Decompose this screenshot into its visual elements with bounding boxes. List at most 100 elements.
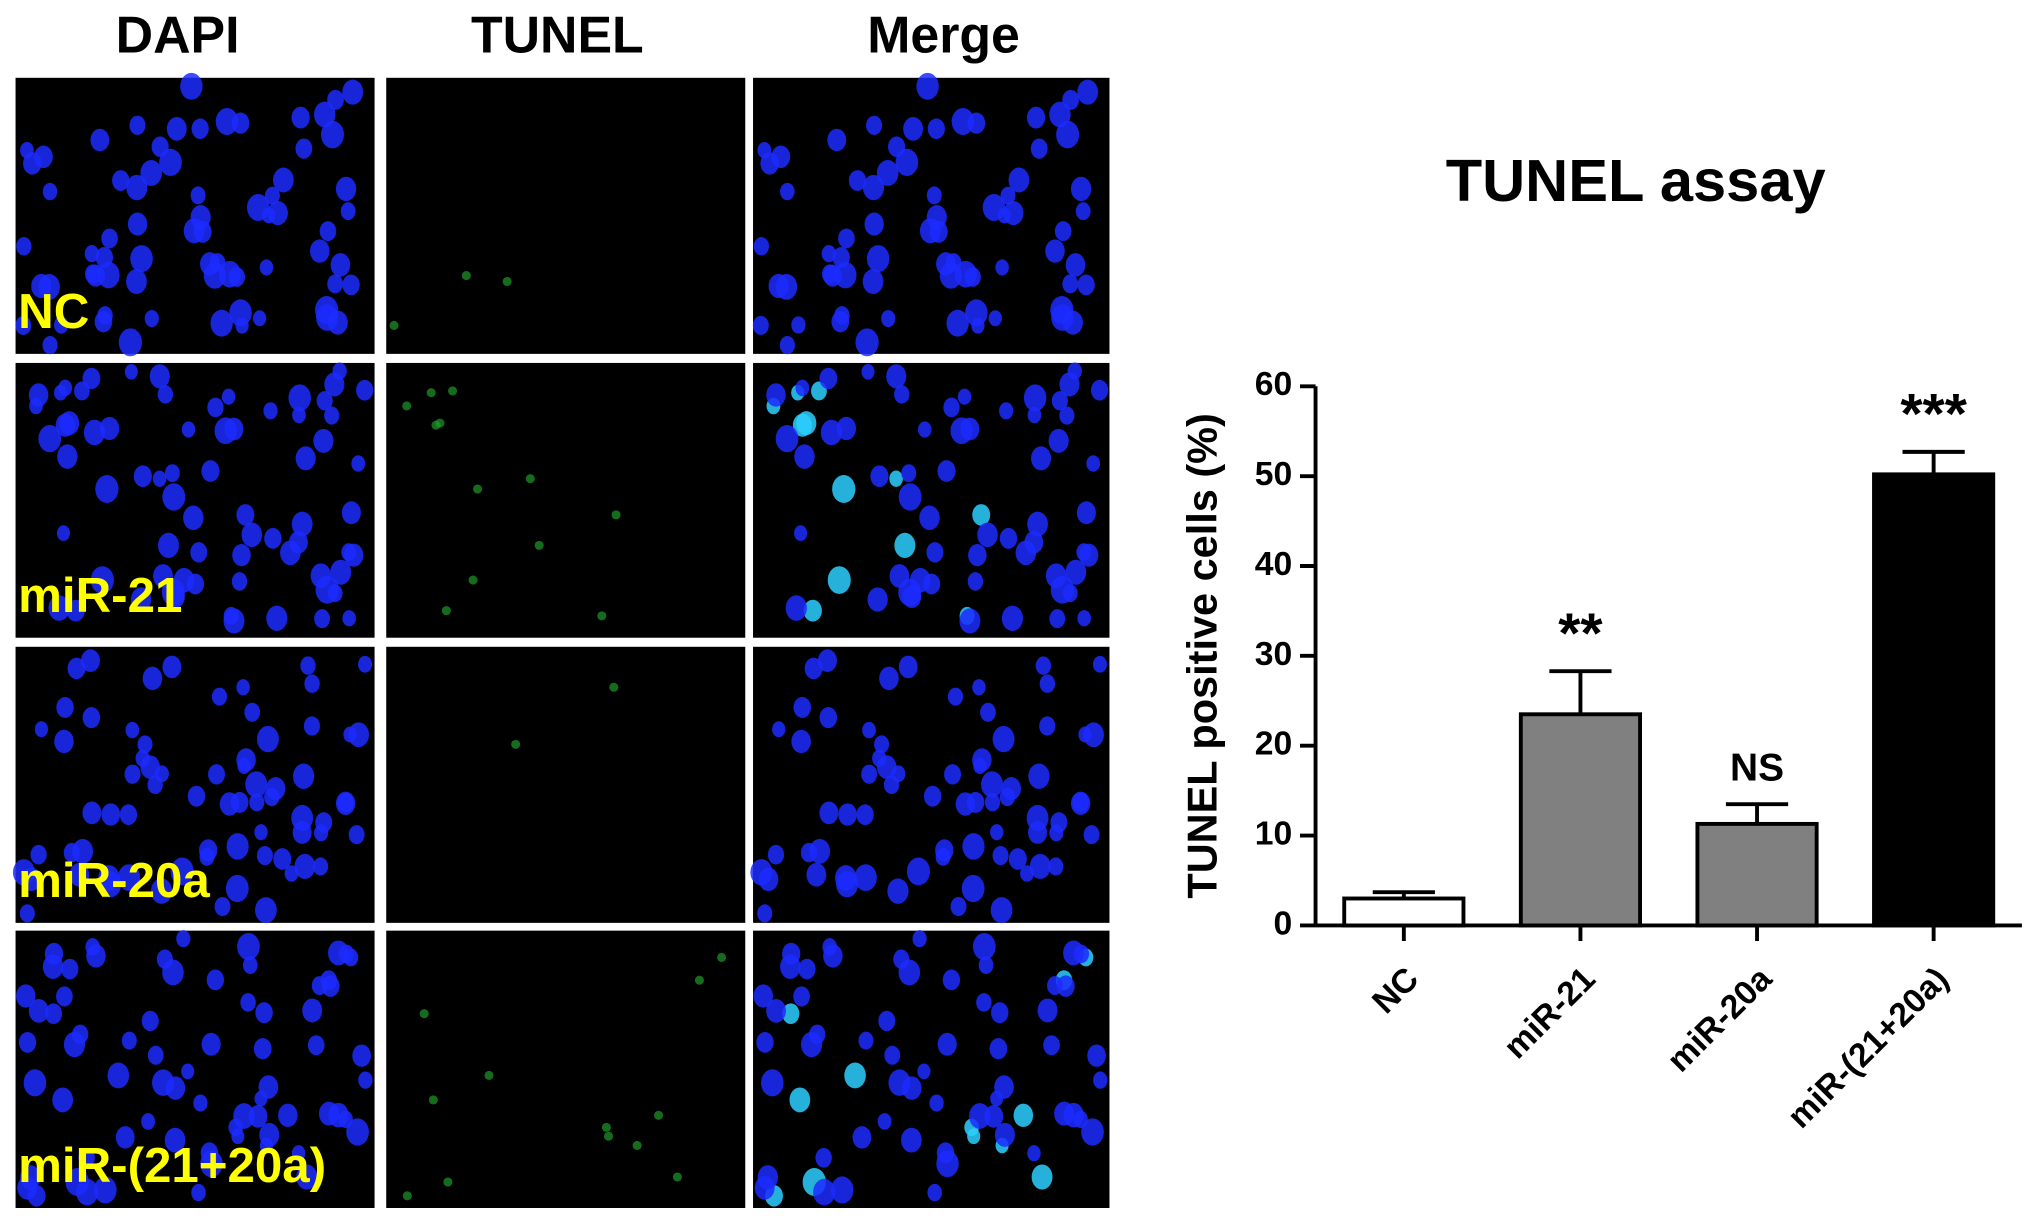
nucleus (44, 1003, 63, 1024)
nucleus (236, 748, 256, 772)
row-label: NC (18, 284, 89, 339)
nucleus (943, 397, 960, 418)
nucleus (754, 1175, 775, 1200)
nucleus (38, 424, 62, 453)
nucleus (252, 310, 267, 327)
nucleus (236, 679, 250, 696)
significance-label: ** (1558, 602, 1603, 666)
nucleus (107, 1062, 130, 1089)
nucleus (157, 532, 179, 558)
nucleus (142, 666, 163, 691)
nucleus (97, 306, 113, 325)
nucleus (795, 379, 810, 397)
nucleus (1077, 274, 1095, 296)
nucleus (758, 867, 779, 892)
nucleus (321, 975, 340, 997)
nucleus (775, 424, 799, 453)
nucleus (999, 402, 1014, 420)
nucleus (756, 1031, 774, 1053)
nucleus (1077, 79, 1099, 105)
micrograph (386, 646, 746, 923)
tunel-spot (431, 420, 441, 430)
nucleus (319, 221, 337, 242)
nucleus (988, 310, 1002, 327)
nucleus (56, 986, 73, 1007)
nucleus (221, 388, 236, 405)
nucleus (830, 1176, 854, 1204)
nucleus (902, 1076, 922, 1100)
nucleus (81, 649, 100, 673)
tunel-spot (402, 401, 412, 411)
nucleus (876, 755, 897, 779)
nucleus (52, 1087, 74, 1113)
nucleus (1015, 540, 1037, 566)
nucleus (815, 1147, 832, 1168)
micrograph (386, 77, 746, 354)
nucleus (967, 572, 984, 591)
nucleus (836, 871, 859, 898)
nucleus (83, 419, 106, 446)
nucleus (916, 72, 939, 100)
nucleus (280, 540, 301, 566)
nucleus (54, 316, 69, 334)
nucleus (888, 136, 906, 158)
nucleus (256, 725, 279, 753)
nucleus (210, 309, 233, 337)
nucleus (980, 702, 996, 722)
nucleus (215, 107, 239, 135)
nucleus (917, 1063, 931, 1080)
nucleus (874, 735, 890, 754)
nucleus (1056, 120, 1080, 149)
nucleus (149, 364, 170, 389)
nucleus (962, 833, 985, 860)
nucleus (338, 1110, 353, 1129)
nucleus (950, 896, 967, 917)
nucleus (992, 845, 1009, 866)
nucleus (960, 417, 980, 441)
nucleus (1065, 253, 1086, 277)
nucleus (772, 721, 786, 738)
nucleus (1030, 138, 1048, 159)
nucleus (133, 465, 152, 488)
nucleus (862, 721, 876, 739)
nucleus (82, 367, 101, 390)
nucleus (310, 563, 332, 588)
nucleus (55, 413, 75, 437)
nucleus (16, 984, 36, 1008)
nucleus (61, 958, 79, 980)
nucleus (38, 274, 60, 300)
nucleus (244, 702, 261, 722)
nucleus (820, 419, 843, 446)
nucleus (912, 930, 927, 948)
tunel-spot (473, 484, 483, 494)
nucleus (253, 1038, 272, 1060)
nucleus (90, 128, 110, 152)
nucleus (942, 969, 961, 991)
nucleus (1079, 543, 1099, 567)
tunel-spot (611, 510, 621, 520)
nucleus (124, 363, 138, 380)
row-label: miR-(21+20a) (18, 1138, 326, 1193)
nucleus (348, 825, 365, 845)
nucleus (779, 335, 795, 355)
nucleus (1049, 101, 1071, 128)
nucleus (180, 72, 203, 100)
nucleus (84, 245, 100, 263)
nucleus (30, 844, 47, 865)
tunel-spot (441, 606, 451, 616)
nucleus (173, 567, 195, 593)
nucleus (292, 763, 315, 789)
tunel-spot (653, 1110, 664, 1120)
column-header: Merge (867, 6, 1020, 64)
nucleus (879, 666, 899, 691)
tunel-spot (525, 474, 535, 484)
nucleus (28, 383, 49, 407)
nucleus (1090, 379, 1109, 401)
nucleus (313, 428, 334, 453)
nucleus (954, 260, 977, 288)
y-tick-label: 40 (1255, 546, 1292, 583)
nucleus (992, 725, 1015, 753)
nucleus (867, 587, 888, 612)
nucleus (303, 716, 320, 736)
